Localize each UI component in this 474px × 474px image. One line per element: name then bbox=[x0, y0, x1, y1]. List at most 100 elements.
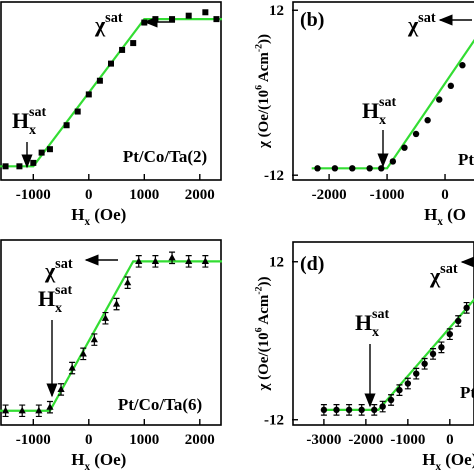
h-sat-part: H bbox=[362, 98, 379, 123]
x-tick-label: 2000 bbox=[185, 187, 215, 203]
x-axis-label-part: (O bbox=[443, 205, 466, 224]
x-axis-label-part: H bbox=[71, 205, 84, 224]
data-point bbox=[74, 108, 81, 115]
x-tick-label: -2000 bbox=[348, 432, 383, 448]
y-axis-label-part: 6 bbox=[253, 327, 264, 332]
plot-frame bbox=[0, 1, 222, 181]
plot-frame bbox=[292, 1, 474, 181]
data-point bbox=[96, 77, 103, 84]
sample-label: Pt bbox=[460, 383, 474, 402]
fit-line bbox=[0, 260, 222, 412]
h-sat-part: H bbox=[38, 286, 55, 311]
data-point bbox=[358, 406, 365, 414]
data-point bbox=[404, 380, 412, 387]
data-point bbox=[446, 330, 454, 338]
data-point bbox=[333, 406, 340, 414]
data-point bbox=[424, 117, 431, 124]
chi-sat-label-part: χ bbox=[429, 263, 441, 288]
data-point bbox=[371, 406, 378, 414]
data-point bbox=[463, 304, 470, 312]
chi-sat-label: χsat bbox=[44, 256, 73, 283]
h-sat-part: sat bbox=[55, 283, 72, 298]
h-sat-part: sat bbox=[372, 307, 389, 322]
data-point bbox=[16, 163, 23, 170]
data-point bbox=[151, 257, 159, 264]
x-axis-label-part: x bbox=[435, 461, 441, 473]
chi-sat-label-part: sat bbox=[55, 256, 73, 272]
y-axis-label: χ (Oe/(106 Acm-2)) bbox=[253, 34, 272, 149]
data-point bbox=[152, 16, 159, 23]
data-point bbox=[213, 16, 220, 23]
y-axis-label-part: χ (Oe/(10 bbox=[256, 332, 272, 391]
x-axis-label-part: H bbox=[424, 205, 437, 224]
x-tick-label: -3000 bbox=[306, 432, 341, 448]
sample-label: Pt/Co/Ta(2) bbox=[123, 147, 207, 166]
y-axis-label-part: )) bbox=[256, 276, 272, 286]
data-point bbox=[447, 82, 455, 90]
data-point bbox=[345, 406, 353, 414]
x-tick-label: -1000 bbox=[16, 187, 51, 203]
data-point bbox=[79, 349, 87, 357]
data-point bbox=[436, 96, 443, 103]
data-point bbox=[202, 9, 209, 16]
y-tick-label: -12 bbox=[264, 168, 284, 184]
data-point bbox=[169, 16, 176, 23]
data-point bbox=[366, 165, 373, 172]
h-sat-part: x bbox=[29, 123, 36, 138]
data-point bbox=[168, 253, 176, 261]
y-axis-label-part: )) bbox=[256, 34, 272, 44]
chi-sat-label-part: χ bbox=[407, 12, 419, 37]
h-sat-part: sat bbox=[29, 105, 46, 120]
x-axis-label-part: (Oe) bbox=[90, 205, 126, 224]
data-point bbox=[412, 130, 420, 138]
data-point bbox=[101, 314, 110, 321]
h-sat-part: x bbox=[372, 325, 379, 340]
x-axis-label-part: (Oe) bbox=[441, 450, 474, 469]
fit-line bbox=[0, 18, 222, 168]
h-sat-label: Hx sat bbox=[12, 105, 46, 138]
chi-sat-label-part: χ bbox=[44, 258, 56, 283]
x-tick-label: -1000 bbox=[370, 187, 405, 203]
h-sat-part: x bbox=[55, 301, 62, 316]
x-axis-label-part: H bbox=[422, 450, 435, 469]
chi-sat-label: χsat bbox=[429, 261, 458, 288]
x-axis-label: Hx (O bbox=[424, 205, 466, 228]
chi-sat-label-part: sat bbox=[105, 10, 123, 26]
data-point bbox=[185, 12, 192, 19]
x-tick-label: 1000 bbox=[129, 187, 159, 203]
x-axis-label: Hx (Oe) bbox=[71, 450, 126, 473]
chi-sat-label: χsat bbox=[407, 10, 436, 37]
data-point bbox=[396, 386, 403, 394]
x-axis-label: Hx (Oe) bbox=[71, 205, 126, 228]
h-sat-label: Hx sat bbox=[38, 283, 72, 316]
y-axis-label: χ (Oe/(106 Acm-2)) bbox=[253, 276, 272, 391]
data-point bbox=[63, 122, 70, 129]
data-point bbox=[438, 344, 445, 351]
y-axis-label-part: 6 bbox=[253, 85, 264, 90]
y-axis-label-part: Acm bbox=[256, 52, 272, 85]
data-point bbox=[331, 165, 339, 172]
data-point bbox=[35, 406, 43, 414]
chi-sat-label-part: χ bbox=[94, 12, 106, 37]
data-point bbox=[201, 257, 209, 264]
data-point bbox=[387, 396, 395, 404]
x-axis-label-part: x bbox=[84, 461, 90, 473]
data-point bbox=[459, 62, 466, 69]
plot-frame bbox=[292, 241, 474, 426]
h-sat-label: Hx sat bbox=[355, 307, 389, 340]
h-sat-part: sat bbox=[379, 95, 396, 110]
data-point bbox=[429, 350, 437, 358]
data-point bbox=[90, 335, 98, 343]
chi-sat-label-part: sat bbox=[418, 10, 436, 26]
data-point bbox=[46, 146, 53, 153]
chi-sat-label-part: sat bbox=[440, 261, 458, 277]
data-point bbox=[349, 165, 356, 172]
data-point bbox=[135, 257, 143, 264]
panel-label: (b) bbox=[300, 9, 324, 31]
x-tick-label: 0 bbox=[85, 432, 93, 448]
data-point bbox=[108, 60, 114, 67]
x-tick-label: -1000 bbox=[390, 432, 425, 448]
sample-label: Pt/Co/Ta(6) bbox=[118, 395, 202, 414]
data-point bbox=[68, 364, 76, 371]
